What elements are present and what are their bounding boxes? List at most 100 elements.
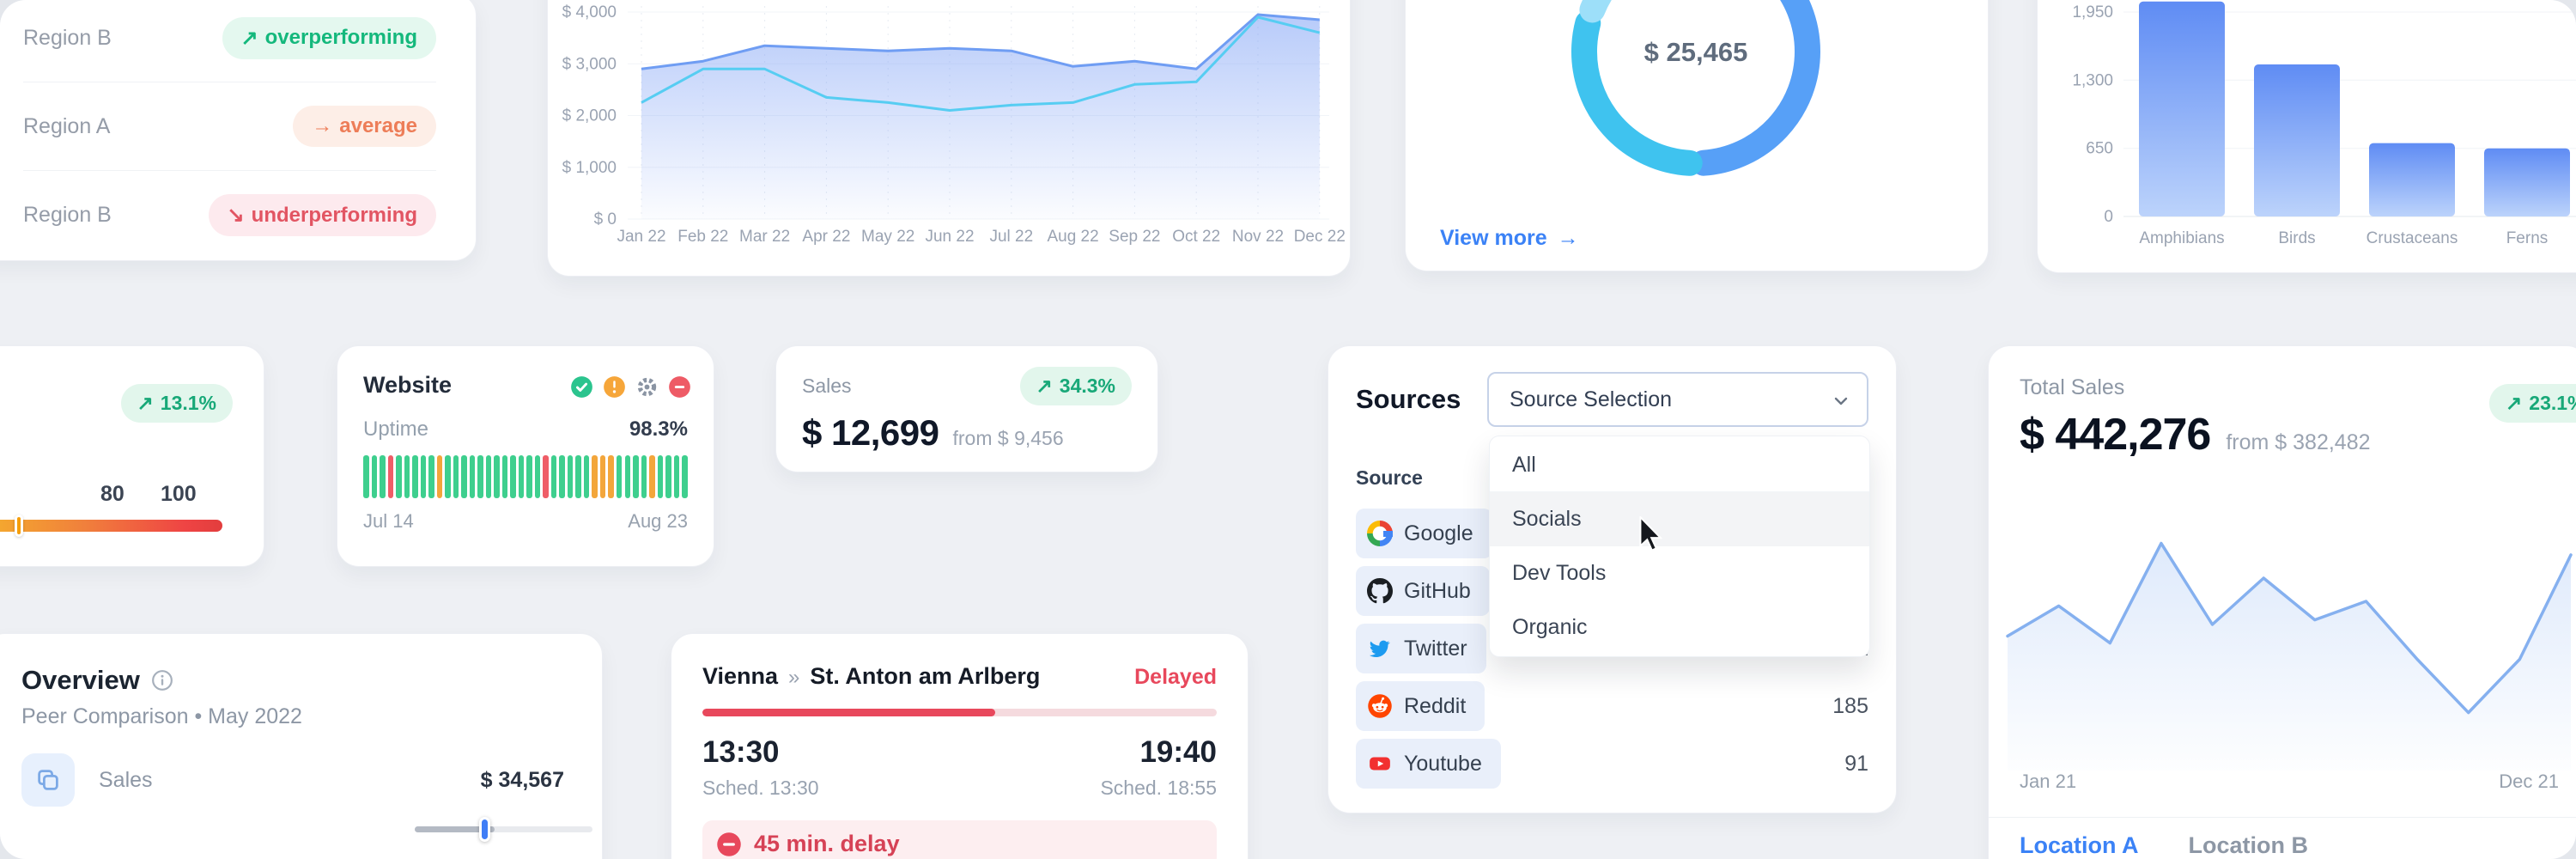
website-status-icons	[570, 375, 691, 399]
overview-slider[interactable]	[415, 816, 592, 842]
total-sales-value: $ 442,276	[2020, 410, 2211, 460]
sales-header: Sales ↗ 34.3%	[802, 367, 1132, 405]
svg-text:$ 4,000: $ 4,000	[562, 3, 617, 21]
delay-alert: 45 min. delay	[702, 820, 1217, 859]
trip-scheduled-times: Sched. 13:30 Sched. 18:55	[702, 777, 1217, 800]
minus-circle-icon	[669, 376, 690, 398]
trend-down-arrow-icon: ↘	[227, 204, 245, 227]
svg-text:Feb 22: Feb 22	[677, 228, 728, 246]
view-more-label: View more	[1440, 226, 1547, 250]
gauge-tick-100: 100	[161, 482, 197, 506]
tab-location-a[interactable]: Location A	[2020, 832, 2139, 858]
source-pill-github[interactable]: GitHub	[1356, 566, 1490, 616]
source-selection-dropdown: All Socials Dev Tools Organic	[1489, 436, 1870, 657]
card-title: Overview	[21, 665, 140, 695]
status-badge-underperforming: ↘ underperforming	[208, 194, 436, 236]
uptime-status-strip	[363, 455, 688, 498]
svg-text:Jun 22: Jun 22	[925, 228, 974, 246]
uptime-bar	[461, 455, 467, 498]
select-value: Source Selection	[1510, 387, 1673, 411]
info-icon[interactable]	[151, 669, 173, 691]
card-title: Website	[363, 372, 453, 398]
svg-text:Ferns: Ferns	[2506, 229, 2549, 247]
uptime-bar	[412, 455, 418, 498]
sales-value-row: $ 12,699 from $ 9,456	[802, 412, 1132, 454]
svg-text:$ 0: $ 0	[594, 210, 617, 228]
dropdown-option-socials[interactable]: Socials	[1490, 492, 1869, 546]
svg-text:$ 3,000: $ 3,000	[562, 55, 617, 73]
uptime-bar	[534, 455, 541, 498]
slider-track	[415, 826, 592, 832]
total-sales-card: Total Sales ↗ 23.1% $ 442,276 from $ 382…	[1988, 345, 2576, 859]
check-circle-icon	[571, 376, 592, 398]
range-start: Jul 14	[363, 510, 414, 532]
uptime-bar	[526, 455, 532, 498]
source-column-header: Source	[1356, 466, 1423, 489]
trend-up-arrow-icon: ↗	[137, 392, 154, 414]
svg-text:$ 25,465: $ 25,465	[1644, 37, 1748, 67]
mouse-cursor	[1639, 516, 1663, 552]
trend-up-arrow-icon: ↗	[240, 26, 258, 50]
source-pill-google[interactable]: Google	[1356, 509, 1492, 558]
source-row-reddit: Reddit 185	[1356, 681, 1868, 731]
svg-text:Amphibians: Amphibians	[2139, 229, 2224, 247]
sales-card: Sales ↗ 34.3% $ 12,699 from $ 9,456	[775, 345, 1158, 472]
sources-list: Google GitHub Twitter 191	[1356, 509, 1868, 789]
trend-value: 23.1%	[2529, 392, 2576, 414]
region-row: Region A → average	[23, 82, 436, 171]
location-tabs: Location A Location B	[2020, 832, 2308, 859]
trend-badge: ↗ 23.1%	[2489, 384, 2576, 423]
trend-badge: ↗ 34.3%	[1019, 367, 1132, 405]
uptime-value: 98.3%	[629, 417, 688, 441]
svg-text:Dec 22: Dec 22	[1294, 228, 1346, 246]
uptime-bar	[550, 455, 557, 498]
status-badge-average: → average	[293, 106, 436, 147]
uptime-bar	[599, 455, 606, 498]
trip-origin: Vienna	[702, 663, 779, 689]
svg-text:Birds: Birds	[2278, 229, 2315, 247]
svg-text:Oct 22: Oct 22	[1172, 228, 1220, 246]
tab-location-b[interactable]: Location B	[2188, 832, 2309, 858]
arrival-time: 19:40	[1139, 735, 1217, 769]
card-title: Sources	[1356, 384, 1461, 414]
source-pill-reddit[interactable]: Reddit	[1356, 681, 1485, 731]
region-row: Region B ↗ overperforming	[23, 0, 436, 82]
donut-chart: $ 25,465	[1571, 0, 1820, 176]
view-more-link[interactable]: View more →	[1440, 226, 1579, 251]
source-name: Youtube	[1404, 751, 1482, 776]
svg-text:$ 2,000: $ 2,000	[562, 107, 617, 125]
gear-icon[interactable]	[635, 375, 659, 399]
gauge-gradient-bar	[0, 515, 222, 537]
source-pill-twitter[interactable]: Twitter	[1356, 624, 1486, 673]
status-label: overperforming	[264, 26, 417, 49]
metric-value: $ 34,567	[480, 767, 564, 792]
overview-slider-handle[interactable]	[478, 817, 490, 842]
source-row-google: Google	[1356, 509, 1868, 558]
source-pill-youtube[interactable]: Youtube	[1356, 739, 1501, 789]
dropdown-option-organic[interactable]: Organic	[1512, 615, 1588, 639]
status-label: underperforming	[251, 203, 417, 227]
regions-card: Region B ↗ overperforming Region A → ave…	[0, 0, 477, 261]
chart-x-range: Jan 21 Dec 21	[2020, 771, 2559, 793]
svg-text:Crustaceans: Crustaceans	[2366, 229, 2458, 247]
trend-up-arrow-icon: ↗	[1036, 375, 1053, 397]
dropdown-option-all[interactable]: All	[1490, 438, 1869, 492]
overview-card: Overview Peer Comparison • May 2022 Sale…	[0, 633, 603, 859]
status-badge-overperforming: ↗ overperforming	[222, 16, 436, 59]
departure-time: 13:30	[702, 735, 780, 769]
source-name: Google	[1404, 521, 1473, 545]
overview-header: Overview	[21, 665, 564, 696]
total-sales-label: Total Sales	[2020, 375, 2125, 399]
gauge-marker[interactable]	[15, 515, 24, 537]
species-bar-chart-card: 1,950 1,300 650 0 Amphibians Birds Crustaceans…	[2037, 0, 2576, 273]
uptime-bar	[624, 455, 630, 498]
dropdown-option-dev-tools[interactable]: Dev Tools	[1512, 561, 1607, 585]
uptime-bar	[404, 455, 410, 498]
gauge-card: ↗ 13.1% 80 100	[0, 345, 264, 567]
source-row-github: GitHub	[1356, 566, 1868, 616]
uptime-bar	[510, 455, 516, 498]
trend-value: 34.3%	[1059, 375, 1115, 397]
total-sales-value-row: $ 442,276 from $ 382,482	[2020, 409, 2557, 460]
source-selection-select[interactable]: Source Selection	[1487, 372, 1868, 427]
divider	[1989, 817, 2576, 818]
